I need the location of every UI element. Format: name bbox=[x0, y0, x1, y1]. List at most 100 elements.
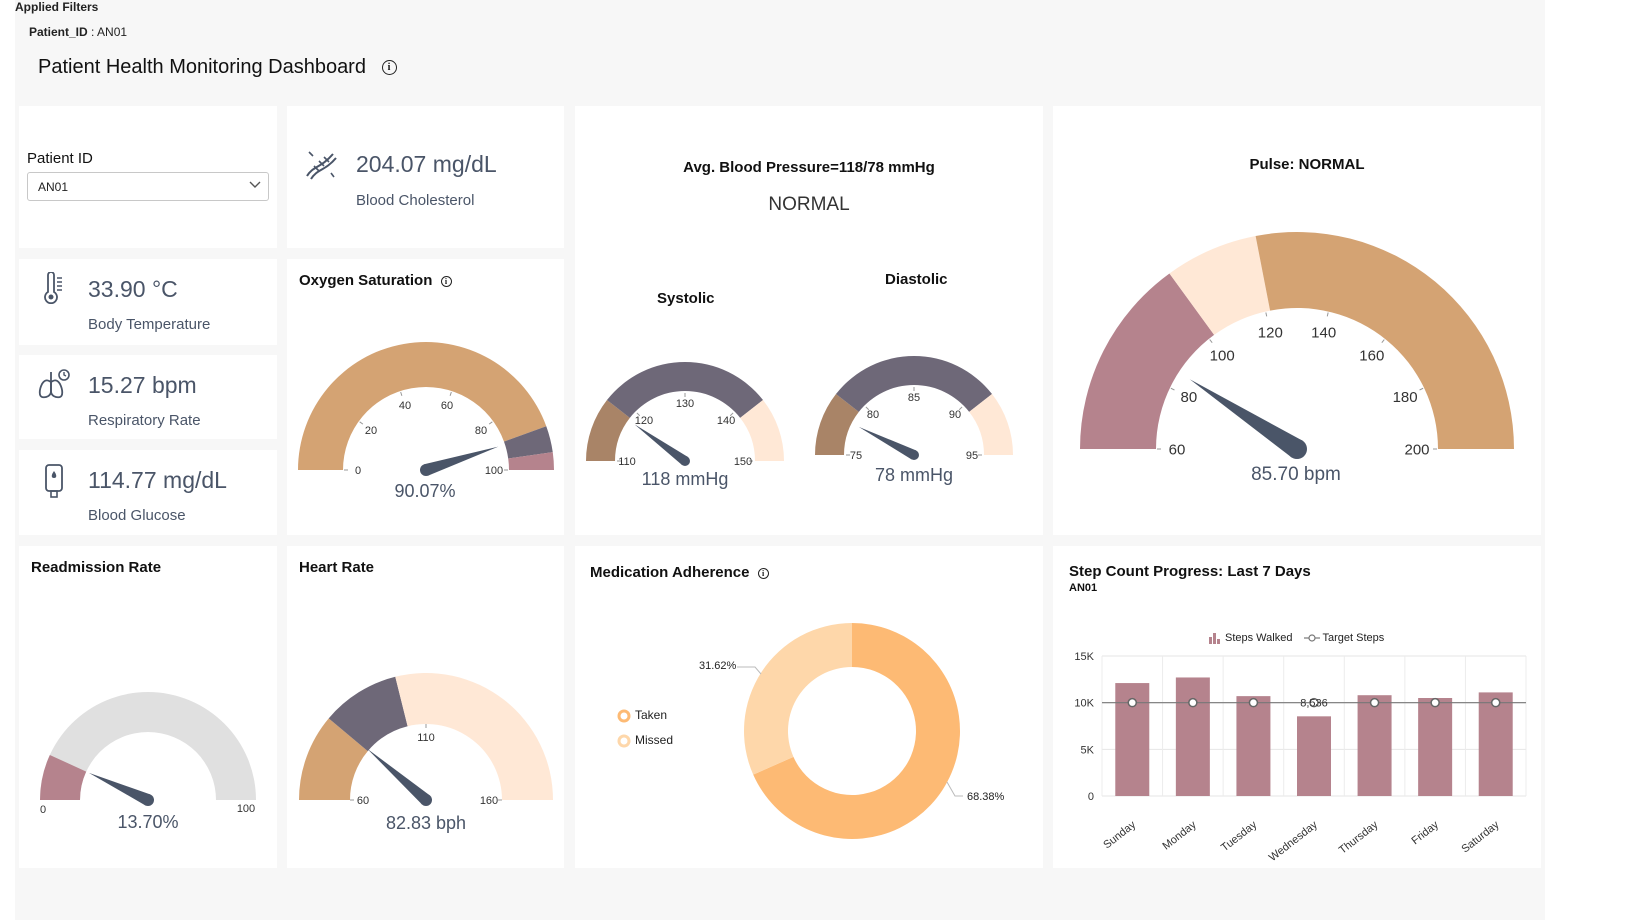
patient-select-label: Patient ID bbox=[27, 150, 93, 167]
y-tick-label: 15K bbox=[1074, 651, 1094, 663]
bar-steps-walked[interactable] bbox=[1357, 695, 1392, 796]
info-icon[interactable]: i bbox=[381, 60, 397, 76]
legend-target-steps[interactable]: Target Steps bbox=[1303, 632, 1385, 644]
patient-id-dropdown[interactable]: AN01 bbox=[27, 172, 269, 201]
target-steps-point[interactable] bbox=[1127, 697, 1138, 708]
heart-rate-title: Heart Rate bbox=[299, 559, 375, 576]
pulse-tick-label: 100 bbox=[1210, 347, 1235, 364]
legend-target-steps-label: Target Steps bbox=[1322, 632, 1385, 644]
respiratory-card: 15.27 bpm Respiratory Rate bbox=[19, 355, 277, 439]
oxygen-tick bbox=[400, 391, 403, 396]
bp-title: Avg. Blood Pressure=118/78 mmHg bbox=[683, 159, 935, 176]
systolic-tick-label: 140 bbox=[717, 415, 735, 427]
filter-separator: : bbox=[87, 25, 98, 39]
applied-filter-patient[interactable]: Patient_ID : AN01 bbox=[29, 25, 127, 39]
respiratory-value: 15.27 bpm bbox=[88, 372, 197, 398]
bar-chart-icon bbox=[1209, 633, 1220, 645]
pulse-tick-label: 80 bbox=[1181, 389, 1198, 406]
oxygen-tick bbox=[488, 421, 493, 425]
systolic-tick bbox=[636, 412, 641, 417]
bar-steps-walked[interactable] bbox=[1175, 677, 1210, 796]
target-steps-point[interactable] bbox=[1309, 697, 1319, 708]
diastolic-needle bbox=[858, 426, 917, 460]
artery-icon bbox=[306, 151, 337, 180]
page-title: Patient Health Monitoring Dashboard i bbox=[38, 56, 397, 79]
legend-taken[interactable]: Taken bbox=[617, 708, 667, 723]
glucose-value: 114.77 mg/dL bbox=[88, 467, 227, 493]
target-steps-point[interactable] bbox=[1248, 697, 1259, 708]
bar-steps-walked[interactable] bbox=[1297, 716, 1331, 796]
steps-title: Step Count Progress: Last 7 Days bbox=[1069, 563, 1311, 580]
heart-rate-tick-label: 160 bbox=[480, 795, 498, 807]
diastolic-tick-label: 90 bbox=[949, 409, 961, 421]
oxygen-gauge-value: 90.07% bbox=[394, 481, 455, 501]
readmission-fill bbox=[40, 754, 87, 800]
heart-rate-value: 82.83 bph bbox=[386, 813, 466, 833]
pulse-needle-hub bbox=[1287, 439, 1307, 459]
target-steps-point[interactable] bbox=[1430, 697, 1440, 708]
systolic-band-low bbox=[586, 400, 630, 461]
pulse-tick-label: 60 bbox=[1169, 441, 1186, 458]
oxygen-band-high bbox=[508, 452, 554, 470]
x-tick-label: Friday bbox=[1410, 819, 1442, 848]
pulse-needle bbox=[1189, 379, 1303, 458]
y-tick-label: 0 bbox=[1088, 791, 1094, 803]
line-marker-icon bbox=[1303, 634, 1320, 642]
legend-missed[interactable]: Missed bbox=[617, 733, 673, 748]
donut-legend-icon bbox=[617, 709, 631, 723]
diastolic-tick-label: 75 bbox=[850, 450, 862, 462]
lungs-icon bbox=[38, 369, 70, 399]
bar-steps-walked[interactable] bbox=[1418, 698, 1453, 796]
filter-key: Patient_ID bbox=[29, 25, 88, 39]
systolic-tick-label: 110 bbox=[618, 456, 636, 468]
info-icon[interactable]: i bbox=[440, 275, 452, 287]
systolic-tick bbox=[729, 412, 734, 417]
x-tick-label: Thursday bbox=[1337, 819, 1381, 857]
readmission-card: Readmission Rate 0 100 13.70% bbox=[19, 546, 277, 868]
oxygen-tick bbox=[359, 421, 364, 425]
pulse-tick-label: 160 bbox=[1359, 347, 1384, 364]
oxygen-tick-label: 20 bbox=[365, 425, 377, 437]
respiratory-label: Respiratory Rate bbox=[88, 412, 201, 429]
bar-steps-walked[interactable] bbox=[1478, 692, 1513, 796]
legend-steps-walked-label: Steps Walked bbox=[1225, 632, 1293, 644]
bar-steps-walked[interactable] bbox=[1236, 696, 1271, 796]
oxygen-title: Oxygen Saturation i bbox=[299, 272, 452, 289]
diastolic-value: 78 mmHg bbox=[875, 465, 953, 485]
target-steps-point[interactable] bbox=[1369, 697, 1380, 708]
readmission-needle bbox=[88, 772, 151, 806]
pulse-band-low bbox=[1080, 273, 1215, 449]
systolic-band-high bbox=[740, 400, 784, 461]
pulse-tick-label: 180 bbox=[1393, 389, 1418, 406]
pulse-tick bbox=[1326, 312, 1329, 317]
glucose-card: 114.77 mg/dL Blood Glucose bbox=[19, 450, 277, 535]
pulse-tick bbox=[1419, 387, 1424, 391]
heart-rate-band-high bbox=[395, 673, 553, 800]
pulse-tick bbox=[1170, 387, 1175, 391]
heart-rate-band-mid bbox=[328, 676, 408, 752]
bp-status: NORMAL bbox=[768, 194, 850, 215]
pulse-band-normal bbox=[1255, 232, 1514, 449]
donut-slice-missed[interactable] bbox=[744, 623, 852, 775]
readmission-needle-hub bbox=[142, 794, 154, 806]
cholesterol-value: 204.07 mg/dL bbox=[356, 151, 497, 177]
heart-rate-needle bbox=[367, 748, 430, 805]
oxygen-tick-label: 100 bbox=[485, 465, 503, 477]
legend-steps-walked[interactable]: Steps Walked bbox=[1208, 632, 1293, 645]
cholesterol-card: 204.07 mg/dL Blood Cholesterol bbox=[287, 106, 564, 248]
readmission-title: Readmission Rate bbox=[31, 559, 162, 576]
glucose-label: Blood Glucose bbox=[88, 507, 186, 524]
legend-missed-label: Missed bbox=[635, 733, 674, 747]
donut-legend-icon bbox=[617, 734, 631, 748]
target-steps-point[interactable] bbox=[1490, 697, 1501, 708]
steps-chart: 0 5K 10K 15K Sunday Monday Tuesday Wednesday Thu… bbox=[1074, 651, 1527, 864]
readmission-track bbox=[40, 692, 256, 800]
pulse-tick bbox=[1209, 339, 1213, 343]
info-icon[interactable]: i bbox=[757, 567, 769, 579]
legend-taken-label: Taken bbox=[635, 708, 668, 722]
oxygen-band-low bbox=[298, 341, 547, 470]
target-steps-point[interactable] bbox=[1188, 697, 1198, 708]
pulse-band-mid bbox=[1169, 235, 1271, 335]
heart-rate-gauge: 60 110 160 82.83 bph bbox=[299, 673, 553, 833]
donut-slice-taken[interactable] bbox=[753, 623, 960, 839]
